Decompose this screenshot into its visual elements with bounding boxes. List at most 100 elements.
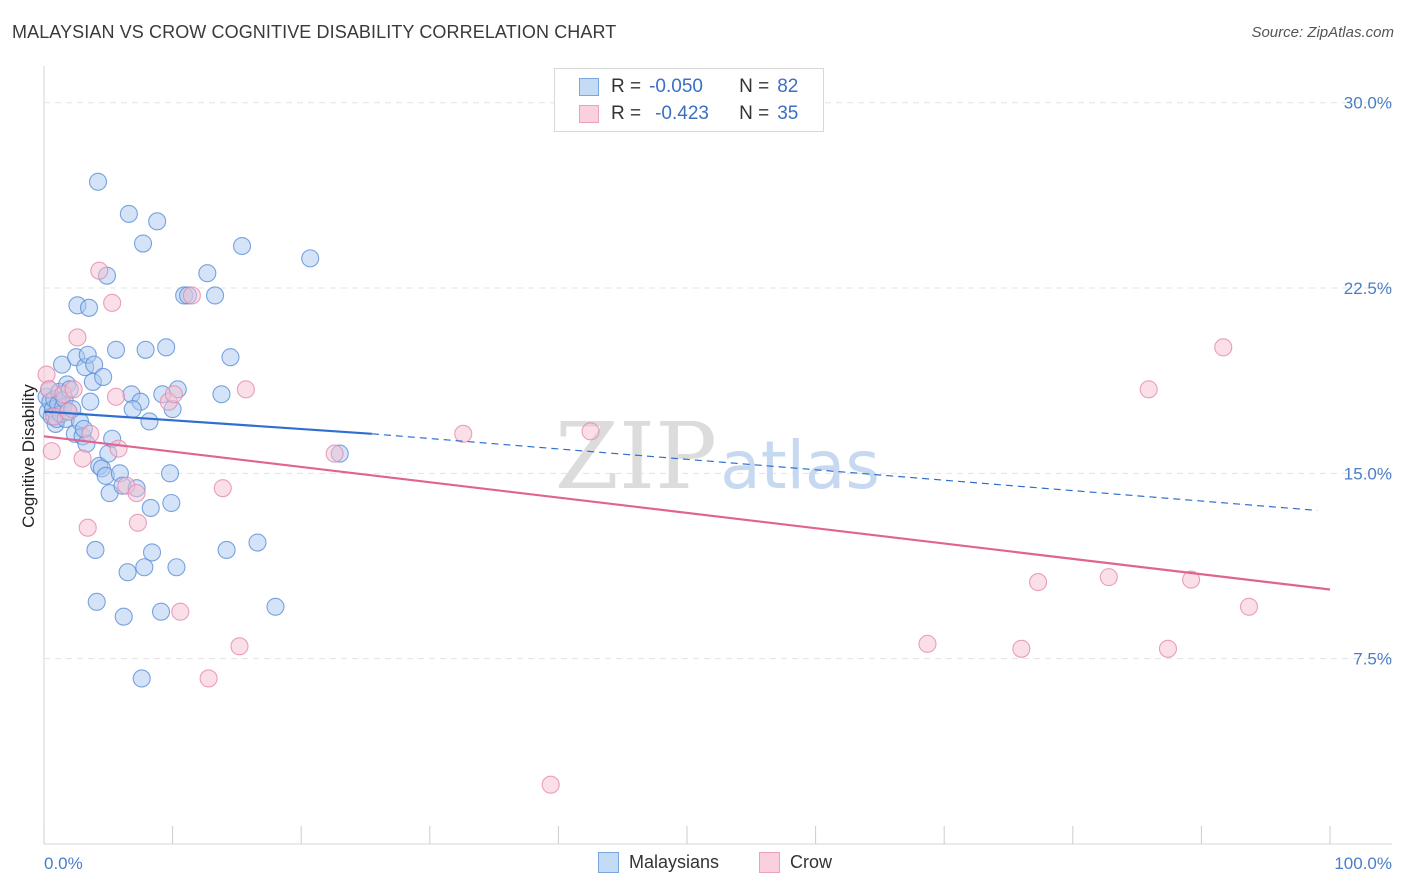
crow-point: [325, 444, 344, 463]
crow-point: [109, 439, 128, 458]
malaysians-point: [133, 234, 153, 253]
legend-r-label: R =: [611, 76, 642, 97]
malaysians-point: [136, 340, 155, 359]
malaysians-point: [87, 592, 106, 611]
malaysians-point: [140, 412, 159, 431]
source-label: Source: ZipAtlas.com: [1251, 24, 1394, 41]
crow-point: [1214, 338, 1233, 357]
malaysians-point: [94, 367, 113, 387]
y-tick-label: 30.0%: [1344, 94, 1392, 113]
malaysians-point: [118, 563, 137, 582]
stats-legend: R = -0.050 N = 82 R = -0.423 N = 35: [554, 68, 824, 132]
watermark-atlas: atlas: [720, 427, 880, 504]
malaysians-point: [212, 385, 231, 404]
crow-point: [1239, 597, 1259, 616]
malaysians-point: [142, 543, 162, 562]
legend-item-crow[interactable]: Crow: [759, 852, 832, 873]
malaysians-point: [248, 533, 267, 552]
malaysians-point: [141, 498, 160, 517]
malaysians-point: [114, 607, 133, 626]
malaysians-point: [167, 558, 186, 577]
malaysians-point: [232, 236, 252, 256]
malaysians-point: [52, 355, 72, 374]
x-tick-label: 0.0%: [44, 854, 83, 873]
malaysians-point: [160, 464, 180, 483]
crow-point: [581, 422, 600, 441]
watermark-zip: ZIP: [555, 403, 717, 510]
malaysians-point: [135, 558, 154, 577]
crow-trendline: [43, 435, 1331, 591]
crow-point: [199, 669, 218, 688]
crow-point: [127, 484, 146, 503]
crow-point: [230, 637, 249, 656]
crow-point: [90, 261, 109, 280]
malaysians-point: [301, 249, 320, 268]
crow-point: [1029, 573, 1048, 592]
crow-point: [1139, 380, 1158, 399]
crow-point: [1099, 568, 1118, 587]
crow-point: [213, 479, 232, 498]
gridlines: [44, 102, 1392, 660]
chart-title: MALAYSIAN VS CROW COGNITIVE DISABILITY C…: [12, 22, 617, 42]
y-axis-label: Cognitive Disability: [19, 384, 38, 528]
malaysians-point: [266, 597, 285, 616]
malaysians-trendline: [43, 410, 373, 435]
crow-point: [59, 402, 78, 421]
crow-point: [1182, 570, 1201, 589]
legend-swatch-crow: [759, 852, 781, 873]
malaysians-point: [123, 400, 142, 419]
crow-point: [128, 513, 147, 532]
crow-point: [42, 442, 61, 461]
legend-label-crow: Crow: [790, 852, 833, 872]
legend-item-malaysians[interactable]: Malaysians: [598, 852, 719, 873]
crow-point: [454, 424, 473, 443]
malaysians-point: [132, 669, 151, 688]
crow-point: [81, 424, 100, 443]
y-tick-label: 22.5%: [1344, 279, 1392, 298]
y-tick-labels: 7.5% 15.0% 22.5% 30.0%: [1344, 94, 1392, 669]
malaysians-point: [205, 286, 225, 305]
legend-r-label: R =: [611, 103, 642, 124]
legend-swatch-malaysians: [579, 78, 599, 96]
malaysians-point: [81, 392, 100, 411]
crow-point: [182, 286, 201, 305]
legend-row-malaysians: R = -0.050 N = 82: [579, 75, 798, 99]
legend-label-malaysians: Malaysians: [629, 852, 720, 872]
series-legend: Malaysians Crow: [598, 852, 872, 873]
malaysians-point: [85, 355, 104, 374]
crow-point: [73, 449, 92, 468]
legend-n-label: N =: [739, 76, 770, 97]
malaysians-point: [162, 493, 181, 513]
malaysians-point: [106, 340, 126, 359]
legend-n-value: 35: [777, 103, 799, 124]
legend-n-value: 82: [777, 76, 799, 97]
x-tick-label: 100.0%: [1334, 854, 1392, 873]
crow-point: [918, 634, 937, 653]
malaysians-point: [148, 212, 167, 231]
series-crow: [37, 261, 1259, 794]
y-tick-label: 7.5%: [1353, 650, 1392, 669]
malaysians-trendline-extension: [371, 433, 1318, 512]
legend-n-label: N =: [739, 103, 770, 124]
x-tick-labels: 0.0% 100.0%: [44, 854, 1392, 873]
watermark: ZIP atlas: [555, 403, 880, 510]
crow-point: [164, 385, 183, 404]
crow-point: [68, 328, 87, 347]
malaysians-point: [79, 298, 99, 317]
legend-r-value: -0.423: [655, 103, 709, 124]
malaysians-point: [157, 338, 176, 357]
crow-point: [541, 775, 560, 794]
malaysians-point: [151, 602, 171, 621]
crow-point: [78, 518, 97, 537]
legend-row-crow: R = -0.423 N = 35: [579, 102, 798, 126]
malaysians-point: [86, 540, 105, 560]
crow-point: [103, 293, 122, 312]
malaysians-point: [119, 204, 138, 223]
y-tick-label: 15.0%: [1344, 464, 1392, 483]
crow-point: [171, 602, 190, 621]
legend-r-value: -0.050: [649, 76, 703, 97]
crow-point: [37, 365, 56, 384]
malaysians-point: [198, 264, 217, 283]
crow-point: [106, 387, 126, 406]
